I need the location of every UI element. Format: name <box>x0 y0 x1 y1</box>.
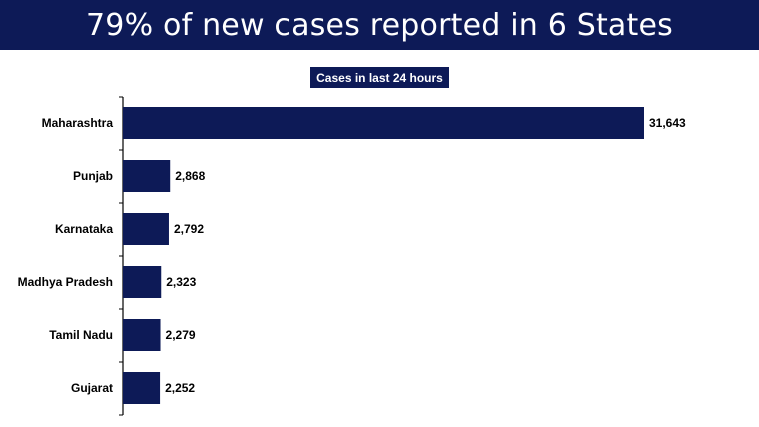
data-label: 31,643 <box>649 116 686 130</box>
bar <box>123 319 161 351</box>
bar <box>123 107 644 139</box>
data-label: 2,792 <box>174 222 204 236</box>
category-label: Karnataka <box>55 222 113 236</box>
bar <box>123 372 161 404</box>
bar <box>123 160 171 192</box>
chart-title: Cases in last 24 hours <box>310 67 449 88</box>
data-label: 2,279 <box>166 328 196 342</box>
chart-title-wrap: Cases in last 24 hours <box>0 67 759 88</box>
page-title-banner: 79% of new cases reported in 6 States <box>0 0 759 50</box>
category-label: Maharashtra <box>42 116 114 130</box>
data-label: 2,323 <box>166 275 196 289</box>
data-label: 2,252 <box>165 381 195 395</box>
data-label: 2,868 <box>175 169 205 183</box>
bar <box>123 266 162 298</box>
bar <box>123 213 169 245</box>
category-label: Gujarat <box>71 381 113 395</box>
category-label: Madhya Pradesh <box>18 275 113 289</box>
category-label: Tamil Nadu <box>49 328 113 342</box>
category-label: Punjab <box>73 169 113 183</box>
page-title: 79% of new cases reported in 6 States <box>86 7 673 43</box>
